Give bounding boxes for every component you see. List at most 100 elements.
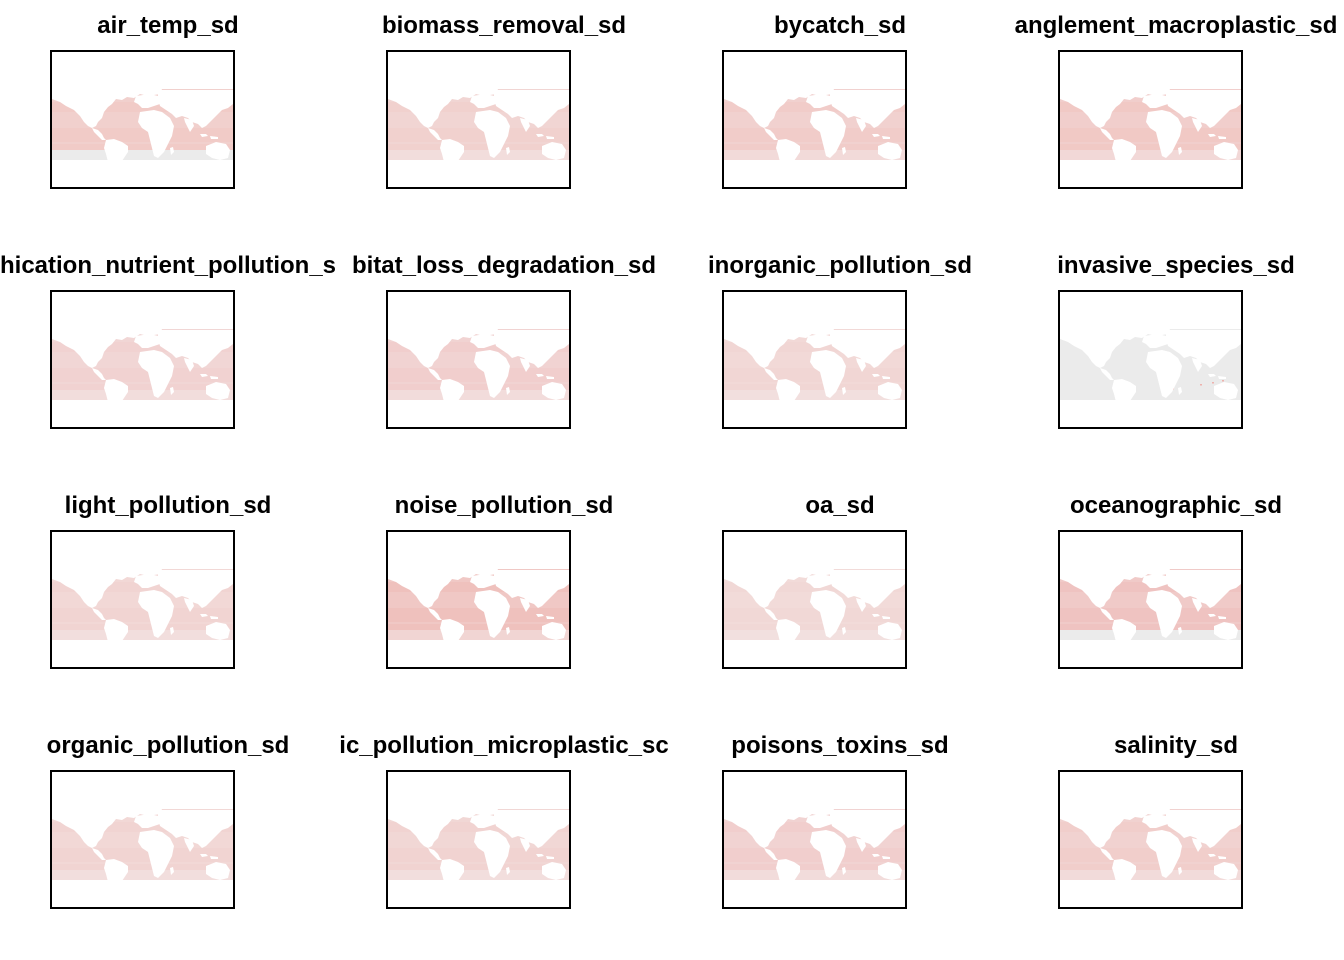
landmass	[1208, 374, 1216, 377]
landmass	[170, 387, 174, 395]
landmass	[1060, 89, 1170, 128]
landmass	[134, 94, 162, 108]
landmass	[1146, 590, 1182, 638]
landmass	[470, 334, 498, 348]
landmass	[724, 569, 834, 608]
panel-title: ic_pollution_microplastic_sc	[339, 732, 669, 759]
southern-ocean-band	[1060, 870, 1241, 880]
landmass	[134, 334, 162, 348]
landmass	[842, 147, 846, 155]
landmass	[810, 350, 846, 398]
ocean-band	[1060, 624, 1241, 632]
landmass	[1192, 118, 1202, 132]
landmass	[546, 856, 554, 859]
landmass	[1100, 608, 1114, 620]
data-patch	[1200, 384, 1202, 386]
southern-ocean-band	[388, 150, 569, 160]
map-frame	[386, 530, 571, 669]
landmass	[1100, 848, 1114, 860]
landmass	[856, 358, 866, 372]
southern-ocean-band	[1060, 150, 1241, 160]
landmass	[536, 134, 544, 137]
landmass	[184, 118, 194, 132]
landmass	[388, 809, 498, 848]
landmass	[138, 350, 174, 398]
landmass	[494, 330, 569, 368]
landmass	[200, 854, 208, 857]
landmass	[882, 616, 890, 619]
landmass	[210, 856, 218, 859]
landmass	[52, 880, 233, 907]
landmass	[210, 136, 218, 139]
world-map	[724, 52, 905, 187]
panel-title: invasive_species_sd	[1057, 252, 1295, 279]
landmass	[546, 136, 554, 139]
map-frame	[1058, 290, 1243, 429]
landmass	[1146, 350, 1182, 398]
world-map	[724, 292, 905, 427]
landmass	[200, 134, 208, 137]
world-map	[388, 292, 569, 427]
landmass	[1060, 640, 1241, 667]
landmass	[1218, 376, 1226, 379]
ocean-band	[388, 624, 569, 632]
landmass	[1060, 880, 1241, 907]
southern-ocean-band	[724, 150, 905, 160]
southern-ocean-band	[724, 630, 905, 640]
landmass	[806, 574, 834, 588]
panel-title: anglement_macroplastic_sd	[1014, 12, 1338, 39]
world-map	[388, 772, 569, 907]
landmass	[878, 382, 902, 400]
landmass	[1060, 569, 1170, 608]
landmass	[428, 608, 442, 620]
landmass	[388, 640, 569, 667]
map-frame	[1058, 50, 1243, 189]
map-empty-area	[1060, 532, 1241, 569]
landmass	[810, 830, 846, 878]
landmass	[1218, 856, 1226, 859]
landmass	[52, 809, 162, 848]
landmass	[520, 598, 530, 612]
landmass	[1214, 142, 1238, 160]
landmass	[806, 814, 834, 828]
landmass	[1178, 147, 1182, 155]
panel-title: poisons_toxins_sd	[731, 732, 949, 759]
map-empty-area	[388, 772, 569, 809]
landmass	[1166, 810, 1241, 848]
landmass	[830, 330, 905, 368]
panel-title: organic_pollution_sd	[46, 732, 290, 759]
landmass	[764, 608, 778, 620]
landmass	[1060, 809, 1170, 848]
world-map	[1060, 52, 1241, 187]
landmass	[542, 142, 566, 160]
landmass	[830, 570, 905, 608]
landmass	[810, 110, 846, 158]
landmass	[724, 329, 834, 368]
map-panel: bitat_loss_degradation_sd	[336, 240, 672, 480]
landmass	[92, 848, 106, 860]
landmass	[878, 622, 902, 640]
map-frame	[1058, 770, 1243, 909]
landmass	[470, 814, 498, 828]
southern-ocean-band	[388, 870, 569, 880]
map-panel: oa_sd	[672, 480, 1008, 720]
map-empty-area	[724, 772, 905, 809]
landmass	[506, 867, 510, 875]
landmass	[878, 862, 902, 880]
landmass	[1060, 160, 1241, 187]
ocean-band	[724, 384, 905, 392]
southern-ocean-band	[52, 390, 233, 400]
landmass	[1178, 387, 1182, 395]
map-panel: ic_pollution_microplastic_sc	[336, 720, 672, 960]
world-map	[1060, 292, 1241, 427]
ocean-band	[388, 144, 569, 152]
landmass	[170, 867, 174, 875]
southern-ocean-band	[724, 870, 905, 880]
map-panel: anglement_macroplastic_sd	[1008, 0, 1344, 240]
map-frame	[386, 770, 571, 909]
landmass	[428, 128, 442, 140]
landmass	[1142, 94, 1170, 108]
landmass	[546, 616, 554, 619]
landmass	[724, 640, 905, 667]
landmass	[474, 590, 510, 638]
